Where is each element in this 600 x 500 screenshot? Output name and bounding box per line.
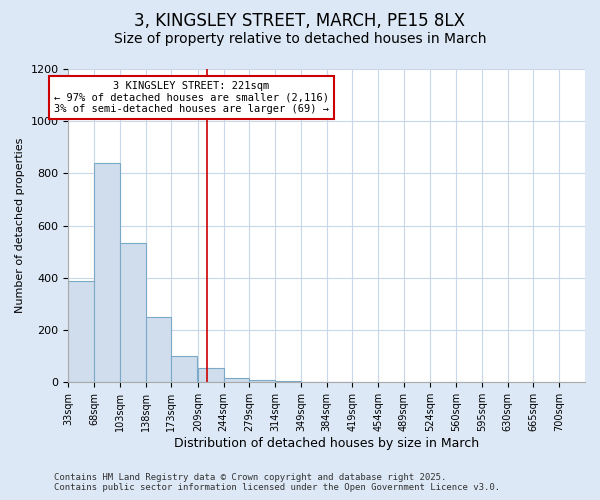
X-axis label: Distribution of detached houses by size in March: Distribution of detached houses by size … xyxy=(174,437,479,450)
Text: 3 KINGSLEY STREET: 221sqm
← 97% of detached houses are smaller (2,116)
3% of sem: 3 KINGSLEY STREET: 221sqm ← 97% of detac… xyxy=(54,81,329,114)
Bar xyxy=(198,368,224,382)
Y-axis label: Number of detached properties: Number of detached properties xyxy=(15,138,25,314)
Bar xyxy=(94,163,120,382)
Bar xyxy=(224,378,250,382)
Text: Contains HM Land Registry data © Crown copyright and database right 2025.
Contai: Contains HM Land Registry data © Crown c… xyxy=(54,473,500,492)
Bar xyxy=(146,317,172,382)
Text: Size of property relative to detached houses in March: Size of property relative to detached ho… xyxy=(114,32,486,46)
Bar xyxy=(250,380,275,382)
Text: 3, KINGSLEY STREET, MARCH, PE15 8LX: 3, KINGSLEY STREET, MARCH, PE15 8LX xyxy=(134,12,466,30)
Bar xyxy=(120,242,146,382)
Bar xyxy=(275,381,301,382)
Bar xyxy=(172,356,197,382)
Bar xyxy=(68,280,94,382)
